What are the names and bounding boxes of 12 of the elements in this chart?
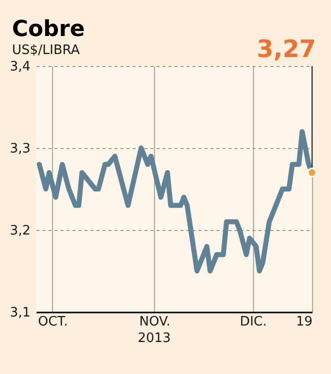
y-tick-label: 3,3 [10, 142, 30, 156]
x-tick-label: OCT. [38, 314, 68, 330]
x-tick-label: 19 [296, 314, 312, 330]
x-tick-label: DIC. [240, 314, 267, 330]
chart-subtitle: US$/LIBRA [12, 43, 80, 58]
annotation: 3,27 [256, 35, 316, 63]
text: 2013 [138, 331, 171, 346]
y-tick-label: 3,1 [10, 306, 30, 320]
x-tick-label: NOV. [139, 314, 170, 330]
y-tick-label: 3,2 [10, 224, 30, 238]
chart-title: Cobre [12, 17, 85, 42]
y-tick-label: 3,4 [10, 60, 30, 74]
